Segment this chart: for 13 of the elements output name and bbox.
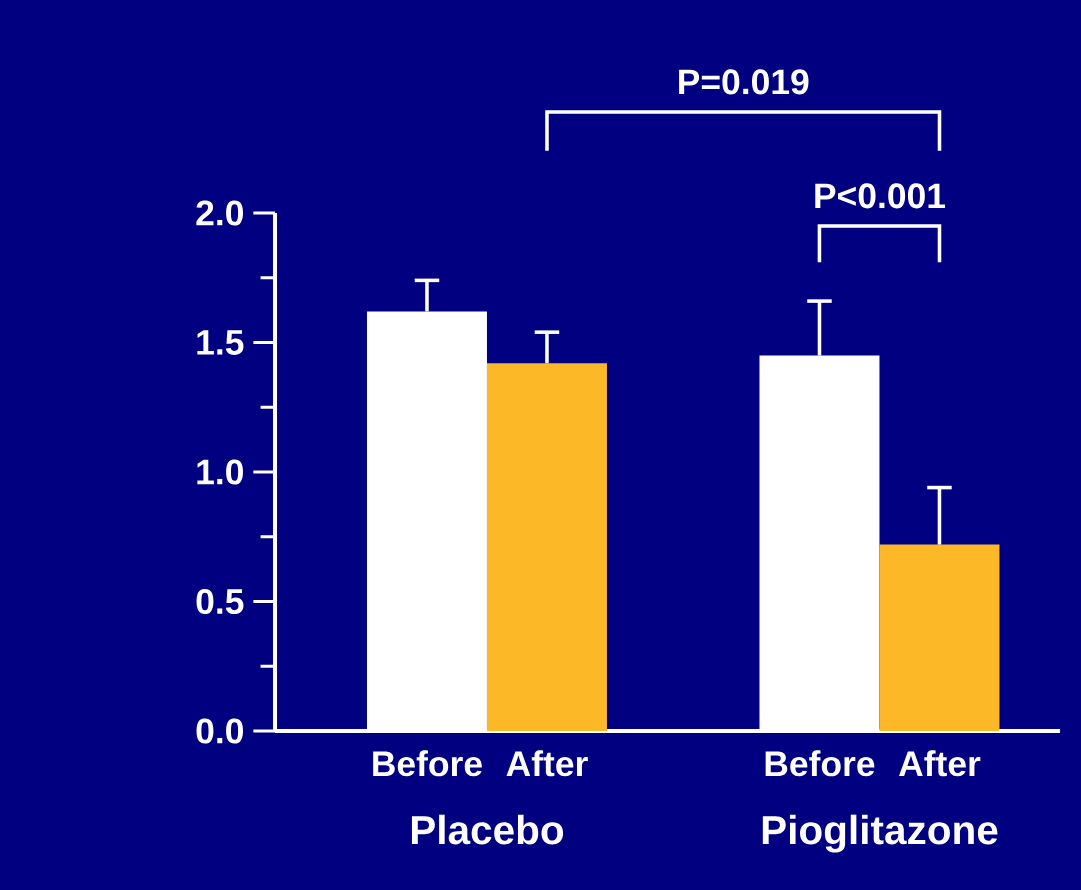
text: P=0.019 — [679, 69, 809, 95]
text: P<0.001 — [815, 183, 946, 209]
y-tick-label: 1.0 — [197, 459, 243, 485]
y-tick-label: 0.5 — [196, 588, 244, 615]
y-tick-label: 1.5 — [197, 330, 244, 355]
x-tick-label: Pioglitazone — [762, 814, 998, 853]
y-tick-label: 2.0 — [196, 200, 243, 226]
text: After — [899, 750, 981, 777]
series-label: After — [506, 750, 588, 777]
y-tick-label: 0.0 — [196, 718, 243, 744]
text: Before — [765, 750, 875, 777]
x-tick-label: Placebo — [411, 814, 564, 845]
series-label: Before — [373, 750, 482, 777]
